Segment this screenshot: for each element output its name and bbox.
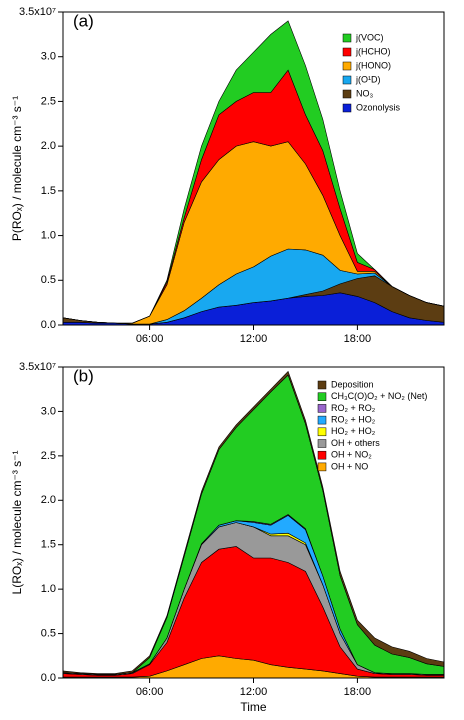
y-axis-label: P(ROₓ) / molecule cm⁻³ s⁻¹	[10, 96, 24, 241]
legend-label: OH + NO₂	[331, 450, 372, 460]
y-tick-label: 1.0	[41, 229, 56, 241]
legend-label: HO₂ + HO₂	[331, 426, 376, 436]
legend-swatch	[317, 462, 327, 472]
legend-swatch	[342, 33, 352, 43]
y-tick-label: 2.0	[41, 494, 56, 506]
y-tick-label: 0.0	[41, 672, 56, 684]
panel-label: (b)	[73, 366, 94, 385]
legend-swatch	[342, 61, 352, 71]
panel-label: (a)	[73, 11, 94, 30]
legend-swatch	[317, 450, 327, 460]
legend-swatch	[342, 89, 352, 99]
y-tick-label: 1.0	[41, 583, 56, 595]
legend-swatch	[317, 392, 327, 401]
x-tick-label: 18:00	[344, 686, 372, 698]
legend-swatch	[317, 380, 327, 390]
legend-label: NO₃	[356, 88, 374, 98]
legend-label: RO₂ + HO₂	[331, 414, 376, 424]
legend-swatch	[342, 75, 352, 85]
legend-label: j(VOC)	[355, 32, 384, 42]
legend-label: OH + others	[331, 438, 380, 448]
legend-swatch	[342, 103, 352, 113]
y-tick-label: 3.0	[41, 405, 56, 417]
x-tick-label: 06:00	[136, 686, 164, 698]
x-axis-label: Time	[240, 700, 267, 714]
y-tick-label: 0.5	[41, 274, 56, 286]
legend-swatch	[317, 439, 327, 448]
y-tick-label: 0.0	[41, 319, 56, 331]
legend-label: Deposition	[331, 379, 374, 389]
legend-label: OH + NO	[331, 461, 368, 471]
y-tick-label: 2.5	[41, 95, 56, 107]
legend-label: j(HCHO)	[355, 46, 391, 56]
x-tick-label: 18:00	[344, 333, 372, 345]
y-axis-label: L(ROₓ) / molecule cm⁻³ s⁻¹	[10, 451, 24, 595]
y-tick-label: 3.5x10⁷	[19, 6, 56, 18]
y-tick-label: 1.5	[41, 539, 56, 551]
legend-label: Ozonolysis	[356, 102, 401, 112]
x-tick-label: 12:00	[240, 333, 268, 345]
legend-label: j(HONO)	[355, 60, 391, 70]
y-tick-label: 2.5	[41, 450, 56, 462]
legend-swatch	[317, 427, 327, 437]
legend-swatch	[317, 404, 327, 413]
x-tick-label: 12:00	[240, 686, 268, 698]
legend-label: RO₂ + RO₂	[331, 403, 376, 413]
legend-swatch	[317, 415, 327, 425]
y-tick-label: 0.5	[41, 627, 56, 639]
legend-label: j(O¹D)	[355, 74, 381, 84]
y-tick-label: 2.0	[41, 140, 56, 152]
x-tick-label: 06:00	[136, 333, 164, 345]
y-tick-label: 1.5	[41, 185, 56, 197]
legend-label: CH₃C(O)O₂ + NO₂ (Net)	[331, 391, 427, 401]
y-tick-label: 3.5x10⁷	[19, 361, 56, 373]
y-tick-label: 3.0	[41, 51, 56, 63]
legend-swatch	[342, 47, 352, 57]
